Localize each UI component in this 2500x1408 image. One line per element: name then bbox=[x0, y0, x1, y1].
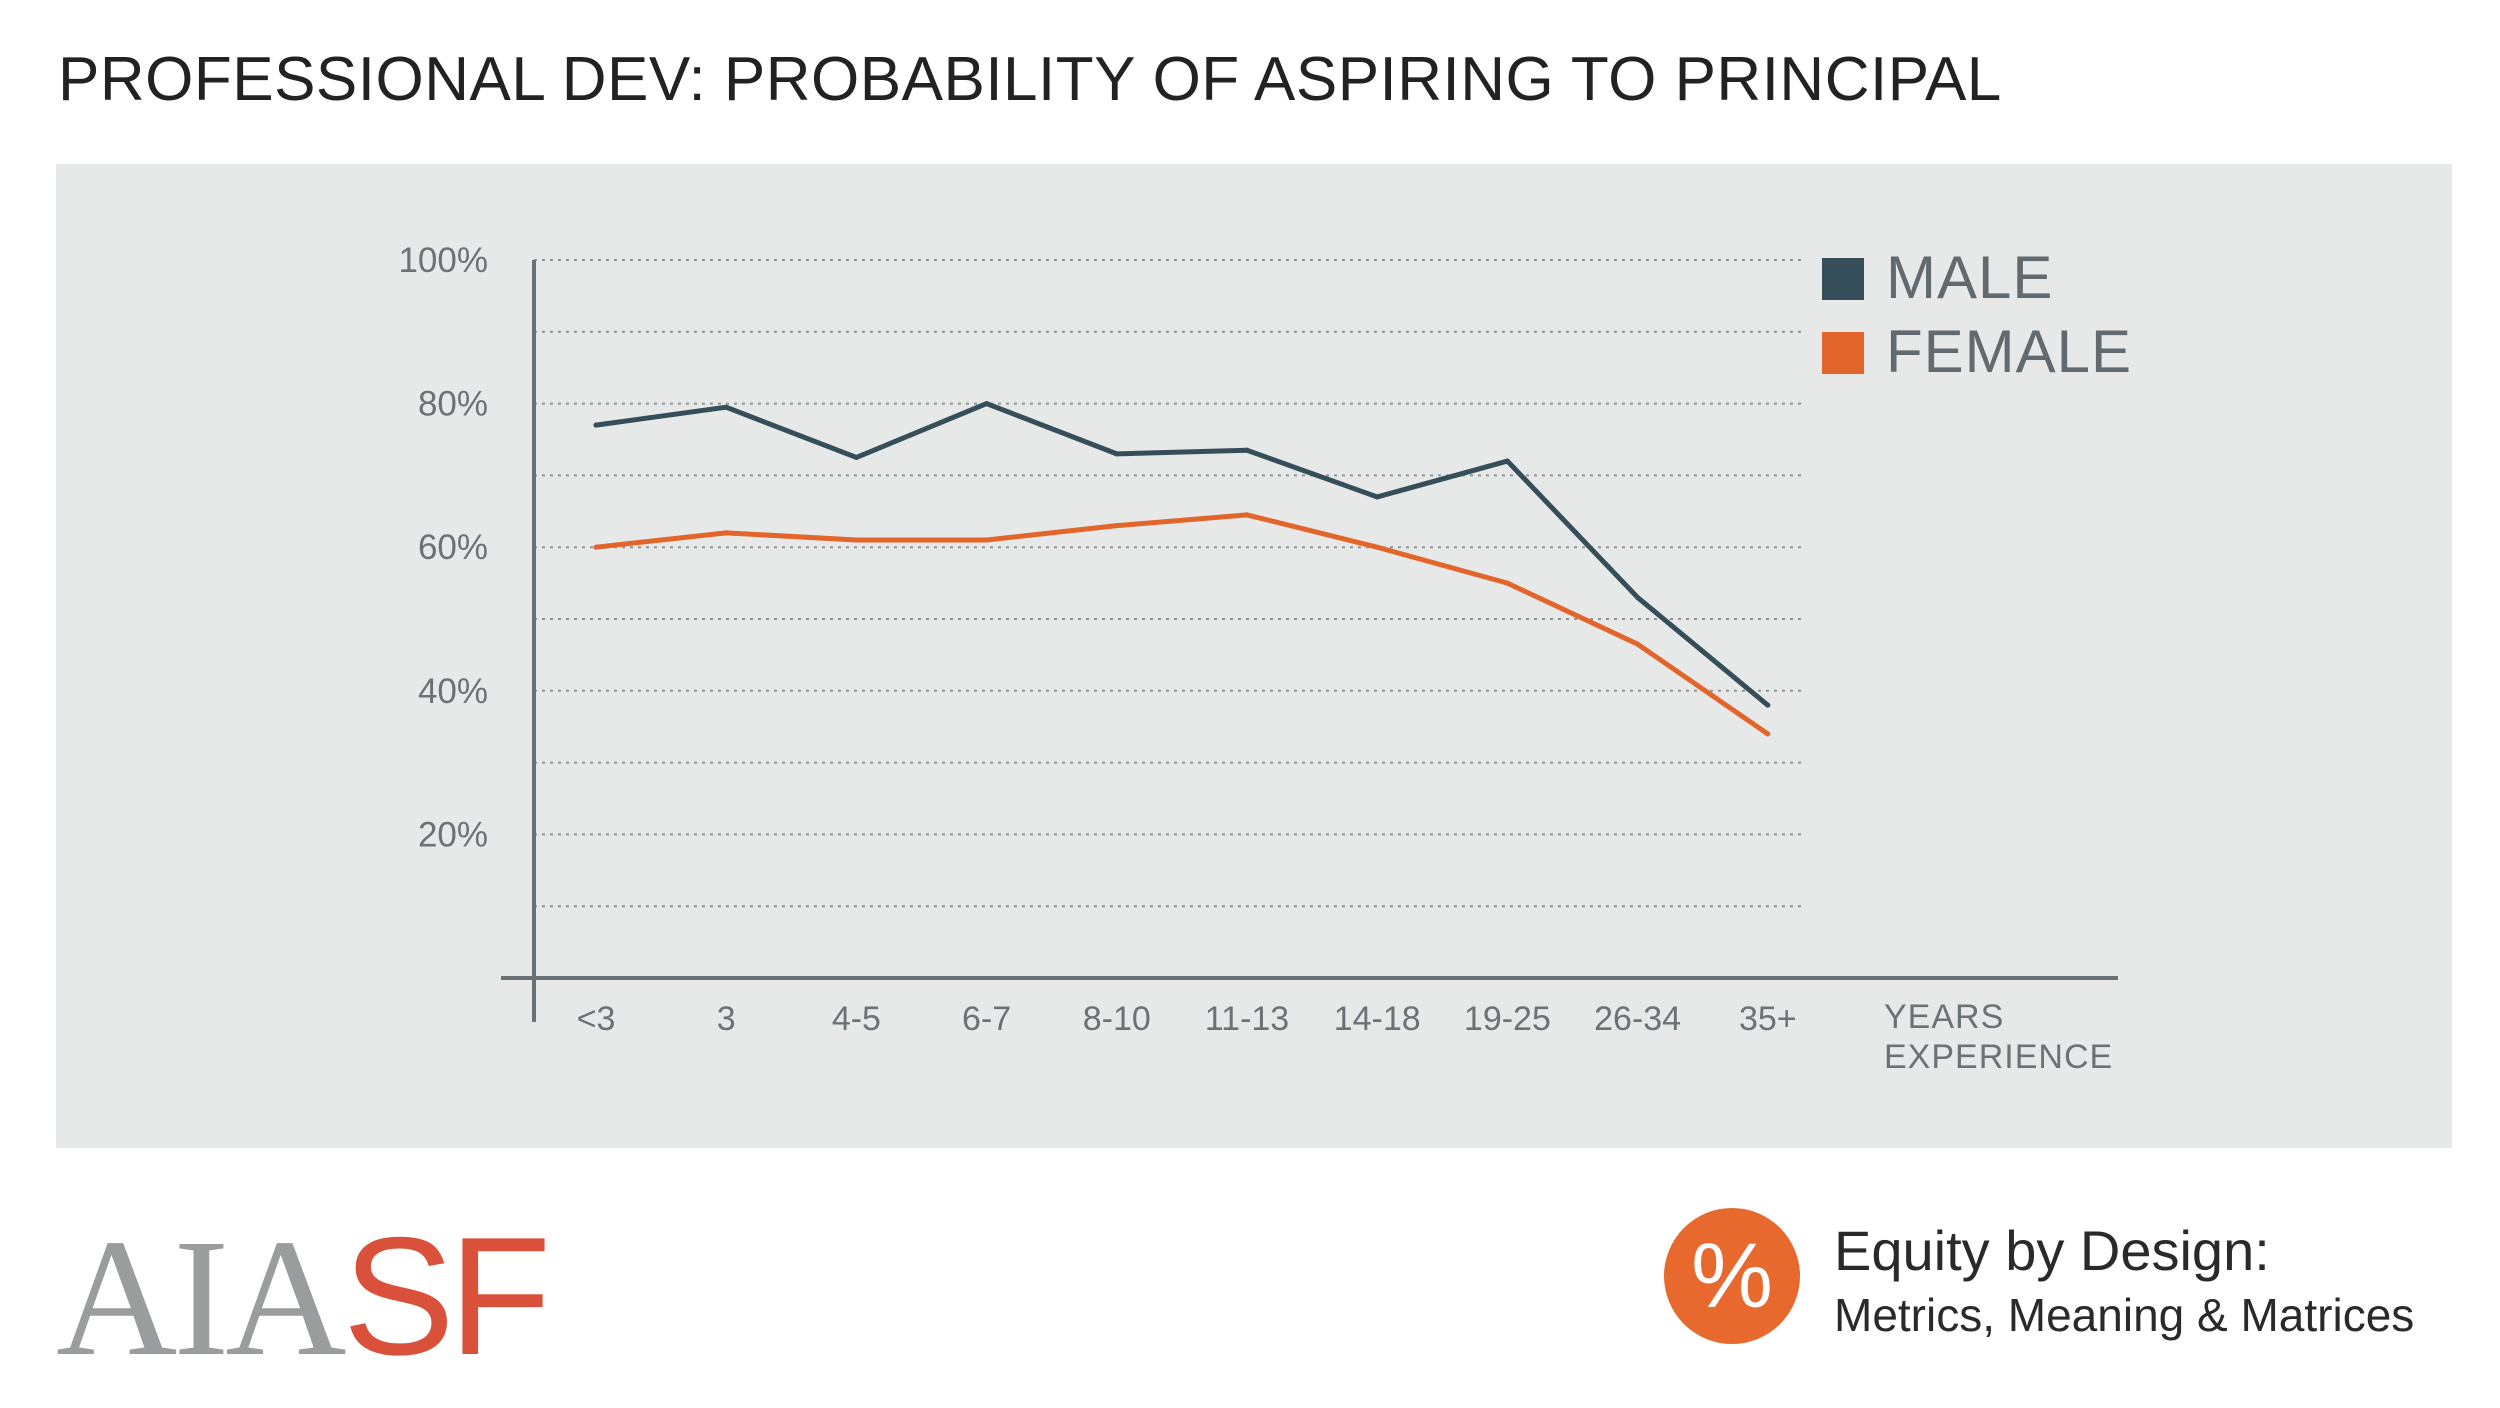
logo-aia-text: AIA bbox=[56, 1205, 347, 1391]
series-line-male bbox=[593, 401, 1771, 708]
legend-swatch-female bbox=[1822, 332, 1864, 374]
data-point-female bbox=[1765, 731, 1771, 737]
grid-lines bbox=[534, 259, 1806, 908]
percent-symbol: % bbox=[1691, 1224, 1773, 1327]
x-tick-label: 19-25 bbox=[1464, 1000, 1551, 1038]
data-point-male bbox=[1504, 458, 1510, 464]
data-point-female bbox=[723, 530, 729, 536]
data-point-male bbox=[1765, 702, 1771, 708]
x-tick-label: 35+ bbox=[1739, 1000, 1797, 1038]
y-tick-label: 40% bbox=[418, 672, 488, 711]
y-tick-label: 60% bbox=[418, 528, 488, 567]
data-point-female bbox=[853, 537, 859, 543]
data-point-female bbox=[1635, 641, 1641, 647]
series-lines bbox=[593, 401, 1771, 737]
data-point-female bbox=[1244, 512, 1250, 518]
legend: MALE FEMALE bbox=[1822, 244, 2132, 385]
percent-badge-icon: % bbox=[1664, 1208, 1800, 1344]
data-point-female bbox=[984, 537, 990, 543]
chart-panel: 20% 40% 60% 80% 100% <3 3 4-5 6-7 8-10 11-13 14-18… bbox=[56, 164, 2452, 1148]
x-tick-label: 6-7 bbox=[962, 1000, 1011, 1038]
x-axis-title-line: YEARS bbox=[1884, 998, 2004, 1036]
y-tick-label: 100% bbox=[398, 241, 488, 280]
legend-swatch-male bbox=[1822, 258, 1864, 300]
y-tick-label: 20% bbox=[418, 815, 488, 854]
badge-title: Equity by Design: bbox=[1834, 1219, 2270, 1282]
legend-label-female: FEMALE bbox=[1886, 318, 2132, 385]
data-point-female bbox=[1114, 523, 1120, 529]
y-tick-label: 80% bbox=[418, 385, 488, 424]
series-line-female bbox=[593, 512, 1771, 737]
x-tick-label: 8-10 bbox=[1083, 1000, 1151, 1038]
line-chart: 20% 40% 60% 80% 100% <3 3 4-5 6-7 8-10 11-13 14-18… bbox=[398, 241, 2132, 1076]
data-point-male bbox=[984, 401, 990, 407]
data-point-female bbox=[1504, 580, 1510, 586]
x-tick-labels: <3 3 4-5 6-7 8-10 11-13 14-18 19-25 26-34 35+ bbox=[577, 1000, 1797, 1038]
badge-subtitle: Metrics, Meaning & Matrices bbox=[1834, 1289, 2415, 1341]
x-tick-label: <3 bbox=[577, 1000, 616, 1038]
data-point-male bbox=[853, 454, 859, 460]
axes bbox=[501, 260, 2118, 1022]
x-tick-label: 14-18 bbox=[1334, 1000, 1421, 1038]
x-tick-label: 11-13 bbox=[1205, 1000, 1289, 1038]
x-tick-label: 3 bbox=[717, 1000, 736, 1038]
logo-sf-text: SF bbox=[342, 1202, 552, 1390]
data-point-male bbox=[1114, 451, 1120, 457]
y-tick-labels: 20% 40% 60% 80% 100% bbox=[398, 241, 488, 854]
data-point-male bbox=[593, 422, 599, 428]
data-point-male bbox=[1244, 447, 1250, 453]
x-tick-label: 4-5 bbox=[832, 1000, 881, 1038]
legend-label-male: MALE bbox=[1886, 244, 2053, 311]
aiasf-logo: AIASF bbox=[56, 1212, 551, 1382]
x-axis-title-line: EXPERIENCE bbox=[1884, 1038, 2113, 1076]
x-tick-label: 26-34 bbox=[1594, 1000, 1681, 1038]
data-point-male bbox=[723, 404, 729, 410]
data-point-female bbox=[593, 544, 599, 550]
page-title: PROFESSIONAL DEV: PROBABILITY OF ASPIRIN… bbox=[58, 45, 2002, 114]
data-point-male bbox=[1635, 594, 1641, 600]
data-point-female bbox=[1374, 544, 1380, 550]
data-point-male bbox=[1374, 494, 1380, 500]
